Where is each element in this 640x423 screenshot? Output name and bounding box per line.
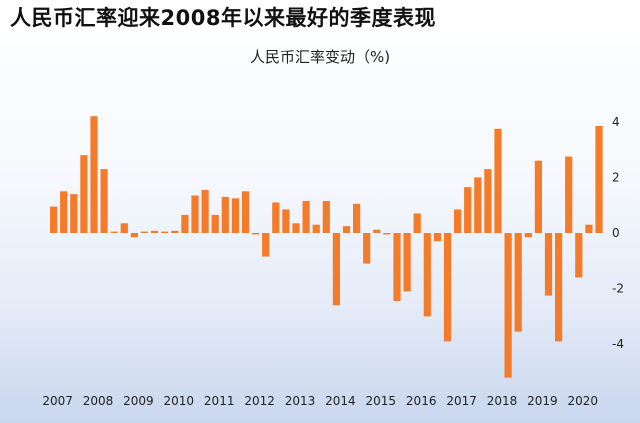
y-tick-label: -2 [612,282,624,296]
bars-group [50,116,603,378]
x-axis-tick-labels: 2007 2008 2009 2010 2011 2012 2013 2014 2015 2016… [42,394,598,408]
bar-q47 [514,233,522,332]
bar-q30 [342,226,351,234]
bar-q10 [140,231,149,233]
bar-q9 [130,233,138,238]
bar-q8 [120,223,128,233]
bar-q29 [332,233,340,306]
bar-q22 [262,233,270,257]
x-tick-label: 2014 [325,394,356,408]
bar-q6 [100,169,108,233]
x-tick-label: 2007 [42,394,73,408]
x-tick-label: 2010 [164,394,195,408]
bar-q2 [60,191,68,233]
bar-q1 [50,206,58,233]
y-tick-label: 0 [612,226,620,240]
bar-q36 [403,233,411,292]
x-tick-label: 2016 [406,394,437,408]
bar-q25 [292,223,300,233]
y-tick-label: 4 [612,115,620,129]
bar-q48 [524,233,532,238]
x-tick-label: 2013 [285,394,316,408]
bar-q50 [544,233,553,296]
bar-q27 [312,224,320,233]
bar-q46 [504,233,512,378]
bar-q38 [423,233,431,317]
bar-q28 [322,201,330,233]
bar-q13 [171,230,179,233]
bar-q33 [373,229,381,233]
bar-q15 [191,195,199,233]
y-axis-tick-labels: 4 2 0 -2 -4 [612,115,624,351]
x-tick-label: 2011 [204,394,235,408]
chart-subtitle: 人民币汇率变动（%) [249,48,391,66]
x-tick-label: 2015 [366,394,397,408]
bar-q49 [534,160,542,233]
bar-q4 [80,155,88,233]
bar-q31 [353,203,361,233]
bar-q18 [221,196,229,233]
bar-q52 [565,156,573,234]
bar-q44 [484,169,492,233]
bar-q14 [181,214,189,233]
bar-q19 [231,198,239,234]
bar-q12 [161,231,169,233]
x-tick-label: 2019 [527,394,558,408]
bar-q34 [383,233,391,235]
x-tick-label: 2018 [487,394,518,408]
bar-q23 [272,202,280,233]
bar-q51 [555,233,563,342]
x-tick-label: 2008 [83,394,114,408]
bar-q3 [70,194,78,233]
bar-q39 [433,233,441,242]
bar-q24 [282,209,290,233]
bar-q7 [110,231,118,233]
bar-q35 [393,233,401,302]
x-tick-label: 2009 [123,394,154,408]
bar-q5 [90,116,98,233]
x-tick-label: 2012 [244,394,275,408]
bar-q21 [252,233,260,235]
bar-q17 [211,214,219,233]
bar-q53 [575,233,583,278]
bar-q32 [363,233,371,264]
x-tick-label: 2020 [568,394,599,408]
bar-q54 [585,224,593,233]
bar-q37 [413,213,421,233]
y-tick-label: 2 [612,170,620,184]
bar-q42 [464,187,472,233]
x-tick-label: 2017 [446,394,477,408]
bar-q40 [443,233,452,342]
bar-q41 [454,209,462,233]
y-tick-label: -4 [612,337,624,351]
bar-q20 [241,191,250,233]
bar-q16 [201,189,209,233]
chart-title: 人民币汇率迎来2008年以来最好的季度表现 [10,6,436,30]
bar-q11 [151,230,159,233]
bar-q55 [595,126,603,233]
bar-q43 [474,177,482,233]
bar-q26 [302,201,310,233]
bar-q45 [494,128,502,234]
